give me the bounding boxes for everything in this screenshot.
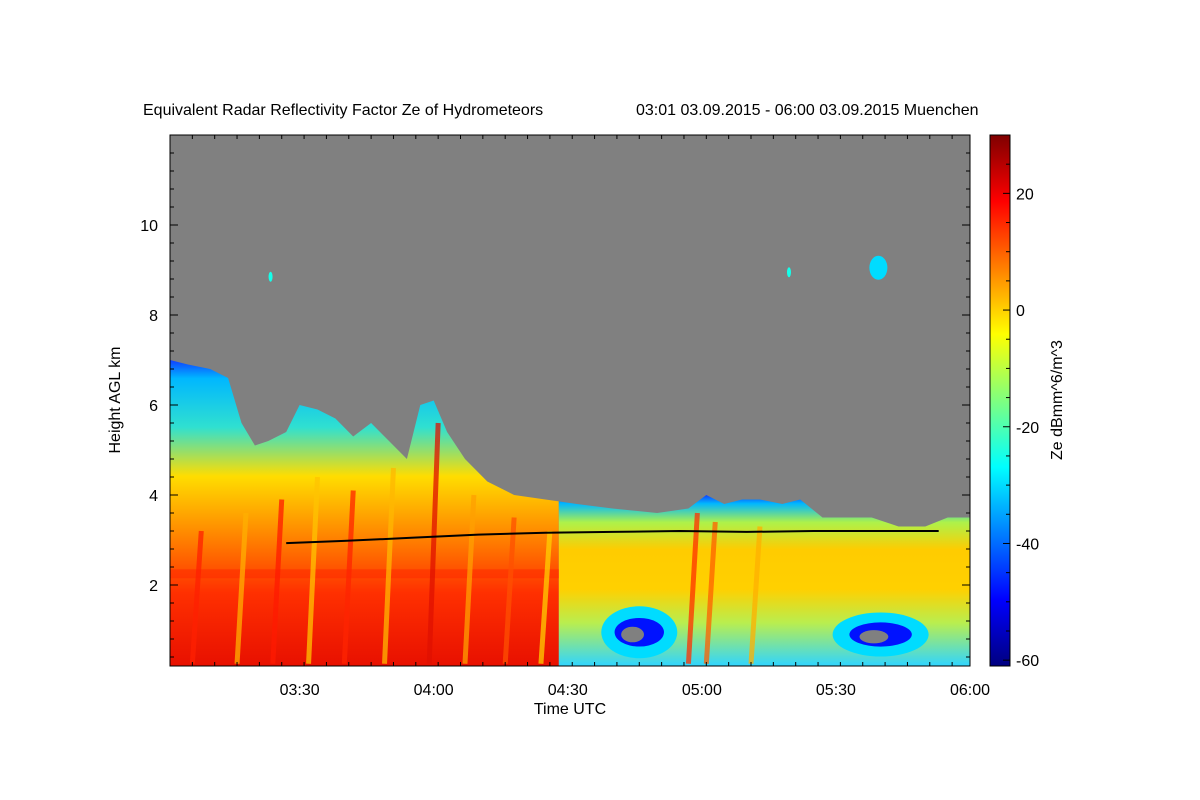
- fall-streak: [426, 422, 441, 664]
- fall-streak: [189, 530, 204, 664]
- colorbar-tick-label: 20: [1016, 186, 1034, 203]
- y-tick-label: 8: [149, 308, 158, 325]
- fall-streak: [538, 530, 553, 664]
- fall-streak: [748, 526, 763, 664]
- melting-layer-line: [286, 529, 939, 545]
- chart-title: Equivalent Radar Reflectivity Factor Ze …: [143, 102, 543, 119]
- title-area: Equivalent Radar Reflectivity Factor Ze …: [143, 102, 979, 119]
- no-signal-hole: [859, 630, 889, 644]
- fall-streak: [703, 521, 718, 664]
- no-signal-hole: [621, 626, 644, 643]
- fall-streak: [685, 512, 700, 664]
- colorbar: 20 0 -20 -40 -60 Ze dBmm^6/m^3: [989, 134, 1066, 670]
- x-axis-label: Time UTC: [534, 701, 606, 718]
- x-tick-label: 04:30: [548, 682, 588, 699]
- weak-echo-pockets: [601, 606, 929, 659]
- fall-streak: [234, 512, 249, 664]
- bright-band-lower-layer: [170, 569, 559, 579]
- fall-streak: [382, 467, 396, 664]
- y-tick-label: 10: [140, 218, 158, 235]
- x-tick-label: 06:00: [950, 682, 990, 699]
- colorbar-tick-label: -60: [1016, 653, 1039, 670]
- y-axis: 2 4 6 8 10: [140, 134, 970, 658]
- y-tick-label: 4: [149, 488, 158, 505]
- fall-streak: [270, 499, 285, 664]
- colorbar-label: Ze dBmm^6/m^3: [1049, 340, 1066, 460]
- fall-streaks: [189, 422, 763, 664]
- x-tick-label: 05:30: [816, 682, 856, 699]
- y-tick-label: 6: [149, 398, 158, 415]
- x-axis: 03:30 04:00 04:30 05:00 05:30 06:00: [169, 135, 990, 699]
- x-tick-label: 04:00: [414, 682, 454, 699]
- y-axis-label: Height AGL km: [107, 346, 124, 453]
- isolated-echo: [869, 255, 888, 280]
- x-tick-label: 05:00: [682, 682, 722, 699]
- colorbar-ticks: 20 0 -20 -40 -60: [1003, 134, 1039, 670]
- fall-streak: [306, 476, 320, 664]
- isolated-echo: [786, 267, 791, 278]
- isolated-echo: [268, 271, 273, 282]
- plot-frame: [169, 134, 971, 667]
- fall-streak: [502, 517, 517, 664]
- colorbar-tick-label: 0: [1016, 303, 1025, 320]
- precipitation-echo-region-a: [170, 360, 559, 666]
- colorbar-tick-label: -20: [1016, 420, 1039, 437]
- colorbar-bar: [989, 134, 1011, 667]
- colorbar-tick-label: -40: [1016, 536, 1039, 553]
- fall-streak: [462, 494, 477, 664]
- x-tick-label: 03:30: [280, 682, 320, 699]
- y-tick-label: 2: [149, 578, 158, 595]
- isolated-echoes: [268, 255, 888, 282]
- chart-period-location: 03:01 03.09.2015 - 06:00 03.09.2015 Muen…: [636, 102, 979, 119]
- fall-streak: [341, 490, 356, 664]
- plot-area: [170, 135, 970, 666]
